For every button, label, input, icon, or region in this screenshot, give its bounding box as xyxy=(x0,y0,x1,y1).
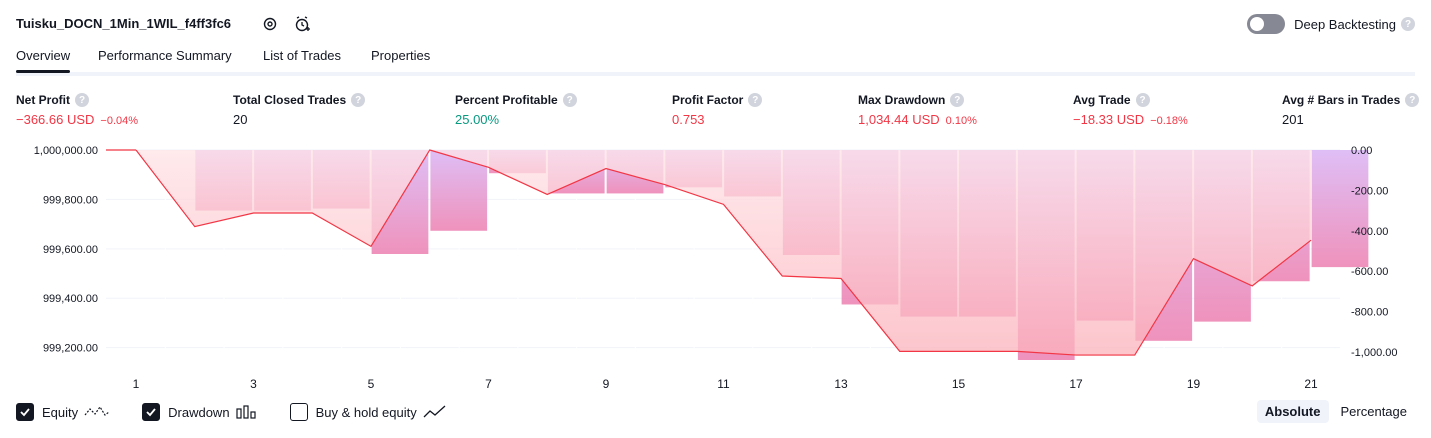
stat-value: 1,034.44 USD xyxy=(858,112,940,127)
chart-legend: Equity Drawdown Buy & hold equity xyxy=(16,403,479,421)
deep-backtesting-label: Deep Backtesting xyxy=(1294,16,1396,32)
help-icon[interactable]: ? xyxy=(75,93,89,107)
stat-profit-factor: Profit Factor? 0.753 xyxy=(672,93,763,127)
tab-properties[interactable]: Properties xyxy=(371,48,431,63)
stat-percent: 0.10% xyxy=(945,115,977,127)
right-axis-tick: 0.00 xyxy=(1351,145,1372,157)
left-axis-tick: 999,800.00 xyxy=(43,194,98,206)
legend-label: Drawdown xyxy=(168,404,230,420)
legend-equity[interactable]: Equity xyxy=(16,403,110,421)
x-axis-tick: 21 xyxy=(1304,377,1318,391)
deep-backtesting-toggle[interactable] xyxy=(1247,14,1286,34)
equity-line xyxy=(106,149,1312,356)
stat-value: 25.00% xyxy=(455,112,500,127)
stat-avg-bars-in-trades: Avg # Bars in Trades? 201 xyxy=(1282,93,1420,127)
x-axis-tick: 15 xyxy=(952,377,966,391)
stat-label: Net Profit xyxy=(16,93,70,107)
absolute-button[interactable]: Absolute xyxy=(1256,400,1329,423)
equity-checkbox[interactable] xyxy=(16,403,34,421)
stat-label: Avg Trade xyxy=(1073,93,1131,107)
stat-percent-profitable: Percent Profitable? 25.00% xyxy=(455,93,577,127)
left-axis-tick: 999,200.00 xyxy=(43,343,98,355)
tab-performance-summary[interactable]: Performance Summary xyxy=(98,48,232,63)
equity-drawdown-chart: 1,000,000.00 999,800.00 999,600.00 999,400.… xyxy=(34,145,1398,391)
x-axis-tick: 1 xyxy=(133,377,140,391)
tab-overview[interactable]: Overview xyxy=(16,48,71,73)
equity-line-icon xyxy=(84,405,110,416)
equity-fill xyxy=(136,150,1311,356)
equity-area xyxy=(136,150,1311,356)
x-axis-tick: 9 xyxy=(603,377,610,391)
stat-value: 20 xyxy=(233,112,248,127)
right-axis-tick: -1,000.00 xyxy=(1351,347,1397,359)
x-axis-tick: 13 xyxy=(834,377,848,391)
deep-backtesting: Deep Backtesting ? xyxy=(1247,12,1415,36)
stat-label: Percent Profitable xyxy=(455,93,558,107)
percentage-button[interactable]: Percentage xyxy=(1340,404,1408,419)
right-axis-tick: -600.00 xyxy=(1351,266,1388,278)
strategy-title: Tuisku_DOCN_1Min_1WIL_f4ff3fc6 xyxy=(16,16,232,31)
stat-avg-trade: Avg Trade? −18.33 USD −0.18% xyxy=(1073,93,1188,127)
left-axis-tick: 999,600.00 xyxy=(43,244,98,256)
stat-label: Max Drawdown xyxy=(858,93,946,107)
x-axis-tick: 7 xyxy=(485,377,492,391)
report-header: Tuisku_DOCN_1Min_1WIL_f4ff3fc6 Deep Back… xyxy=(16,12,1415,38)
stat-value: 201 xyxy=(1282,112,1304,127)
report-tabs: Overview Performance Summary List of Tra… xyxy=(16,48,1415,76)
x-axis-tick: 11 xyxy=(717,377,730,391)
stat-value: −18.33 USD xyxy=(1073,112,1145,127)
legend-label: Buy & hold equity xyxy=(315,404,417,420)
right-axis-tick: -800.00 xyxy=(1351,307,1388,319)
settings-icon[interactable] xyxy=(260,14,280,34)
legend-label: Equity xyxy=(42,404,79,420)
stat-net-profit: Net Profit? −366.66 USD −0.04% xyxy=(16,93,138,127)
buy-hold-line-icon xyxy=(423,405,446,418)
legend-buy-hold-equity[interactable]: Buy & hold equity xyxy=(289,403,447,421)
value-mode-switch: Absolute Percentage xyxy=(1253,400,1415,423)
legend-drawdown[interactable]: Drawdown xyxy=(142,403,257,421)
stat-percent: −0.18% xyxy=(1150,115,1188,127)
help-icon[interactable]: ? xyxy=(351,93,366,107)
drawdown-bar xyxy=(1311,150,1369,268)
alert-add-icon[interactable] xyxy=(293,14,313,34)
help-icon[interactable]: ? xyxy=(748,93,763,107)
stat-value: −366.66 USD xyxy=(16,112,95,127)
x-axis-tick: 19 xyxy=(1187,377,1201,391)
chart-axes: 1,000,000.00 999,800.00 999,600.00 999,400.… xyxy=(34,145,1398,391)
left-axis-tick: 1,000,000.00 xyxy=(34,145,98,157)
x-axis-tick: 17 xyxy=(1069,377,1083,391)
stat-label: Total Closed Trades xyxy=(233,93,347,107)
help-icon[interactable]: ? xyxy=(562,93,577,107)
tab-list-of-trades[interactable]: List of Trades xyxy=(263,48,342,63)
x-axis-tick: 3 xyxy=(250,377,257,391)
stat-label: Avg # Bars in Trades xyxy=(1282,93,1401,107)
stat-max-drawdown: Max Drawdown? 1,034.44 USD 0.10% xyxy=(858,93,977,127)
x-axis-tick: 5 xyxy=(368,377,375,391)
help-icon[interactable]: ? xyxy=(1135,93,1150,107)
help-icon[interactable]: ? xyxy=(1405,93,1420,107)
buy-hold-checkbox[interactable] xyxy=(289,403,308,421)
drawdown-checkbox[interactable] xyxy=(142,403,161,421)
help-icon[interactable]: ? xyxy=(1401,17,1415,31)
help-icon[interactable]: ? xyxy=(950,93,965,107)
right-axis-tick: -200.00 xyxy=(1351,185,1388,197)
drawdown-bars-icon xyxy=(235,405,256,419)
stat-value: 0.753 xyxy=(672,112,705,127)
stat-percent: −0.04% xyxy=(100,115,139,127)
stat-total-closed-trades: Total Closed Trades? 20 xyxy=(233,93,366,127)
left-axis-tick: 999,400.00 xyxy=(43,293,98,305)
right-axis-tick: -400.00 xyxy=(1351,226,1388,238)
stat-label: Profit Factor xyxy=(672,93,744,107)
